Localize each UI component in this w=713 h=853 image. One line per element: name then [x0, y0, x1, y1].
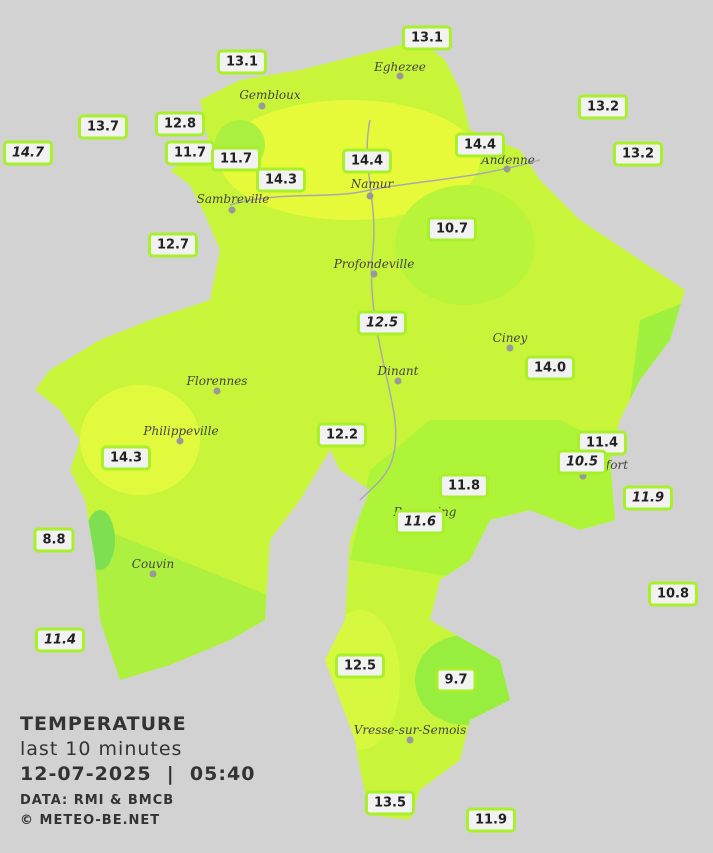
temperature-badge: 14.4	[341, 148, 393, 174]
temperature-badge: 13.1	[216, 49, 268, 75]
city-dot	[503, 165, 511, 173]
city-dot	[406, 736, 414, 744]
city-dot	[506, 344, 514, 352]
datetime: 12-07-2025 | 05:40	[20, 763, 256, 785]
temperature-badge: 10.7	[426, 216, 478, 242]
source: DATA: RMI & BMCB	[20, 793, 175, 808]
temperature-badge: 14.4	[454, 132, 506, 158]
temperature-badge: 13.1	[401, 25, 453, 51]
temperature-badge: 11.7	[164, 140, 216, 166]
city-label: Namur	[350, 177, 394, 191]
temperature-badge: 14.0	[524, 355, 576, 381]
city-dot	[149, 570, 157, 578]
city-dot	[396, 72, 404, 80]
city-label: Dinant	[377, 364, 419, 378]
temperature-badge: 11.8	[438, 473, 490, 499]
temperature-badge: 12.2	[316, 422, 368, 448]
city-label: Sambreville	[196, 192, 270, 206]
city-label: Gembloux	[239, 88, 301, 102]
temperature-badge: 12.8	[154, 111, 206, 137]
temperature-badge: 14.7	[2, 140, 54, 166]
temperature-badge: 9.7	[435, 667, 477, 693]
credit: © METEO-BE.NET	[20, 813, 161, 828]
city-dot	[228, 206, 236, 214]
temperature-badge: 8.8	[33, 527, 75, 553]
temperature-badge: 13.2	[612, 141, 664, 167]
temperature-badge: 12.5	[334, 653, 386, 679]
temperature-badge: 13.7	[77, 114, 129, 140]
title: TEMPERATURE	[20, 713, 187, 735]
temperature-badge: 11.7	[210, 146, 262, 172]
subtitle: last 10 minutes	[20, 738, 183, 760]
city-dot	[366, 192, 374, 200]
temperature-badge: 13.5	[364, 790, 416, 816]
city-dot	[579, 472, 587, 480]
temperature-badge: 13.2	[577, 94, 629, 120]
city-label: Eghezee	[374, 60, 426, 74]
legend: TEMPERATURE last 10 minutes 12-07-2025 |…	[20, 712, 255, 831]
city-label: Ciney	[492, 331, 528, 345]
temperature-badge: 11.6	[394, 509, 446, 535]
temperature-badge: 12.5	[356, 310, 408, 336]
city-label: Profondeville	[333, 257, 415, 271]
temperature-badge: 11.4	[34, 627, 86, 653]
city-dot	[394, 377, 402, 385]
city-label: Couvin	[131, 557, 175, 571]
temperature-badge: 14.3	[255, 167, 307, 193]
temperature-badge: 11.9	[465, 807, 517, 833]
temperature-badge: 10.5	[556, 449, 608, 475]
city-dot	[213, 387, 221, 395]
temperature-badge: 14.3	[100, 445, 152, 471]
city-dot	[258, 102, 266, 110]
city-dot	[370, 270, 378, 278]
city-dot	[176, 437, 184, 445]
temperature-badge: 12.7	[147, 232, 199, 258]
temperature-badge: 10.8	[647, 581, 699, 607]
city-label: Vresse-sur-Semois	[353, 723, 467, 737]
river	[229, 159, 541, 206]
city-label: Florennes	[186, 374, 248, 388]
city-label: Philippeville	[143, 424, 219, 438]
temperature-badge: 11.9	[622, 485, 674, 511]
